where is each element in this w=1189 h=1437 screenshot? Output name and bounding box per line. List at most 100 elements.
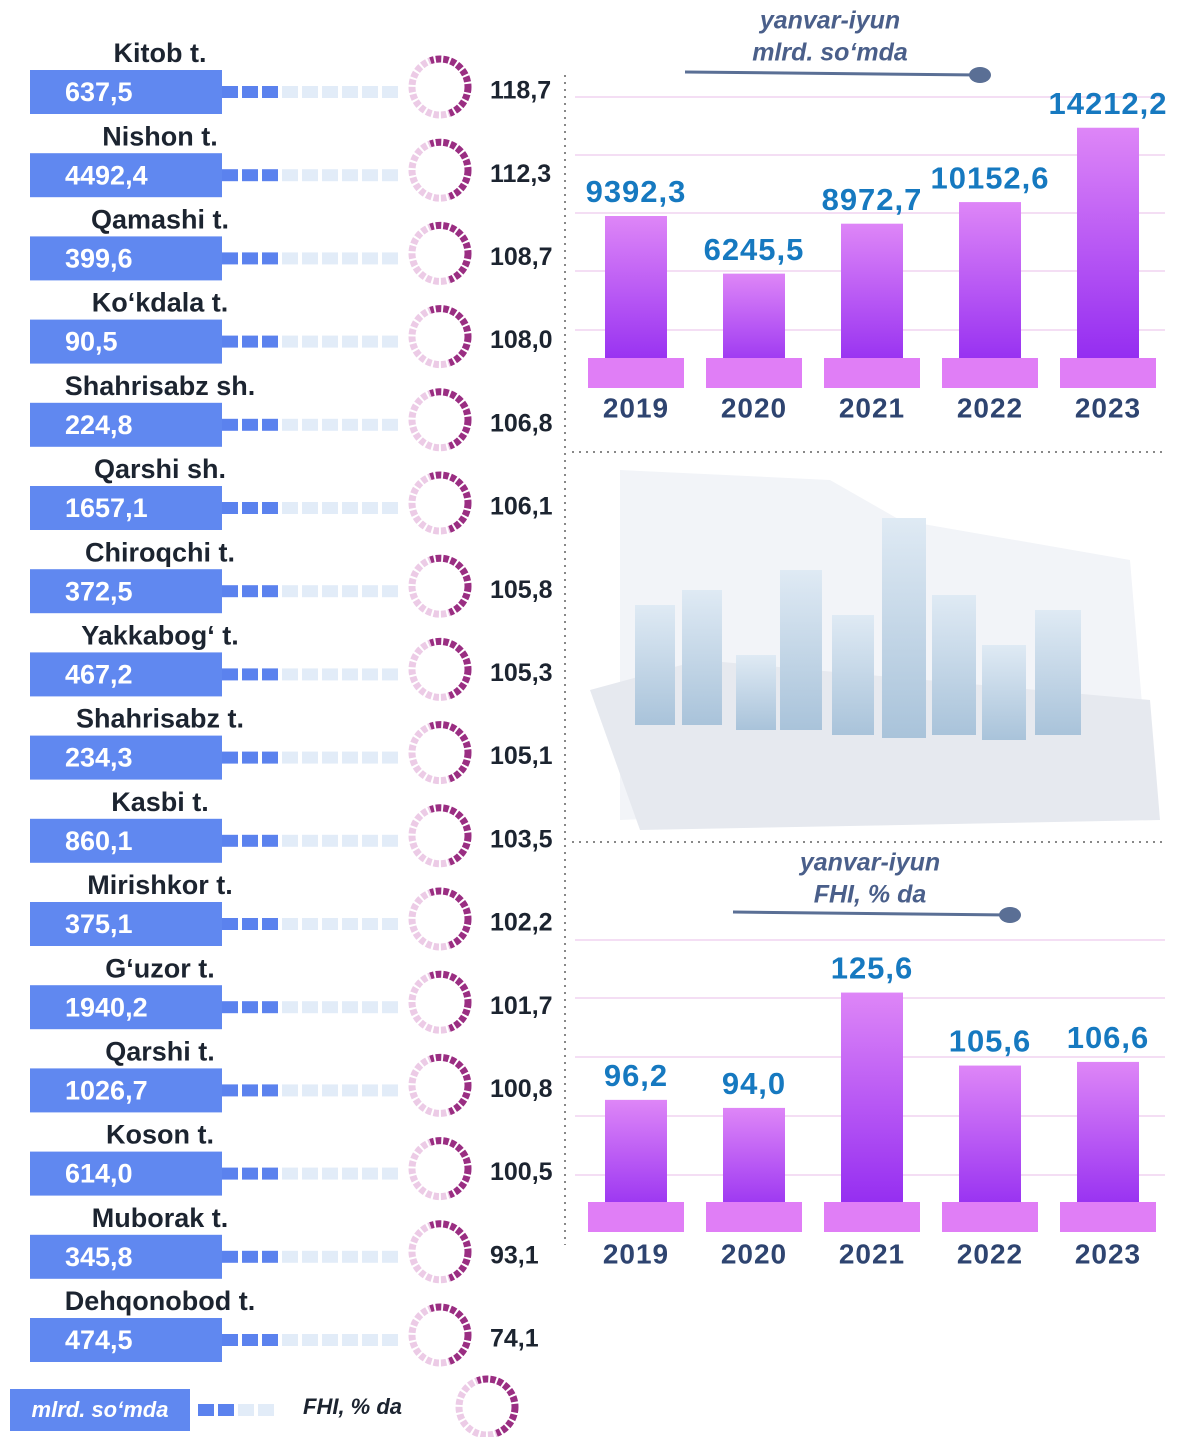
pedestal: [942, 1202, 1038, 1232]
dash: [362, 668, 378, 681]
ring: [455, 1375, 519, 1437]
value-label: 1657,1: [65, 493, 148, 523]
district-name: Mirishkor t.: [87, 870, 233, 900]
dash: [382, 1334, 398, 1346]
ring: [408, 388, 472, 452]
dash: [302, 86, 318, 98]
dash: [382, 502, 398, 514]
dash: [262, 1084, 278, 1097]
value-box: [30, 902, 222, 946]
fhi-label: 106,1: [490, 493, 553, 521]
dash: [258, 1404, 274, 1416]
fhi-label: 101,7: [490, 992, 553, 1020]
ring-arc: [426, 221, 472, 285]
district-name: Ko‘kdala t.: [92, 288, 229, 318]
dash: [302, 252, 318, 265]
ring-arc: [426, 55, 472, 119]
dash: [322, 1167, 338, 1180]
legend-label: mlrd. so‘mda: [32, 1397, 169, 1422]
dash: [382, 335, 398, 348]
fhi-label: 102,2: [490, 909, 553, 937]
dash: [282, 418, 298, 431]
dash: [282, 834, 298, 847]
chart-subtitle: mlrd. so‘mda: [752, 39, 908, 67]
dash: [362, 169, 378, 182]
dash: [362, 1334, 378, 1346]
dash: [362, 834, 378, 847]
x-tick-label: 2020: [721, 392, 787, 423]
value-label: 345,8: [65, 1242, 133, 1272]
pedestal: [942, 358, 1038, 388]
x-tick-label: 2022: [957, 1238, 1023, 1269]
dash: [342, 751, 358, 764]
pedestal: [588, 1202, 684, 1232]
value-box: [30, 735, 222, 780]
district-name: Shahrisabz t.: [76, 704, 244, 734]
bar: [841, 992, 903, 1232]
dash: [282, 335, 298, 348]
dash: [262, 1167, 278, 1180]
dash: [242, 751, 258, 764]
ring: [408, 970, 472, 1034]
value-box: [30, 1151, 222, 1196]
dash: [322, 335, 338, 348]
value-label: 399,6: [65, 244, 133, 274]
value-box: [30, 652, 222, 697]
ring-arc: [426, 138, 472, 202]
dash: [382, 1084, 398, 1097]
dash: [342, 169, 358, 182]
title-dot: [999, 907, 1021, 923]
dash: [362, 751, 378, 764]
dash: [242, 668, 258, 681]
dash: [322, 502, 338, 514]
dash: [342, 918, 358, 930]
pedestal: [824, 358, 920, 388]
dash: [242, 1167, 258, 1180]
value-label: 10152,6: [930, 160, 1049, 195]
dash: [242, 834, 258, 847]
dash: [282, 1001, 298, 1014]
dash: [342, 502, 358, 514]
dash: [222, 668, 238, 681]
dash: [282, 169, 298, 182]
dash: [382, 1167, 398, 1180]
dash: [382, 252, 398, 265]
chart-subtitle: FHI, % da: [814, 881, 927, 909]
dash: [362, 502, 378, 514]
dash: [302, 502, 318, 514]
x-tick-label: 2021: [839, 392, 905, 423]
dash: [242, 335, 258, 348]
dash: [302, 751, 318, 764]
value-label: 860,1: [65, 826, 133, 856]
dash: [342, 1167, 358, 1180]
dash: [302, 418, 318, 431]
dash: [322, 834, 338, 847]
x-tick-label: 2022: [957, 392, 1023, 423]
title-line: [732, 910, 1011, 917]
ring: [408, 721, 472, 785]
dash: [342, 418, 358, 431]
dash: [322, 1334, 338, 1346]
legend-label: FHI, % da: [303, 1394, 402, 1419]
dash: [262, 668, 278, 681]
dash: [238, 1404, 254, 1416]
dash: [282, 668, 298, 681]
ring-arc: [473, 1375, 519, 1437]
ring-arc: [426, 388, 472, 452]
pedestal: [706, 1202, 802, 1232]
dash: [362, 418, 378, 431]
fhi-label: 103,5: [490, 825, 553, 853]
value-box: [30, 569, 222, 614]
dash: [322, 1084, 338, 1097]
x-tick-label: 2021: [839, 1238, 905, 1269]
value-box: [30, 402, 222, 447]
dash: [282, 585, 298, 598]
dash: [222, 252, 238, 265]
dash: [262, 1250, 278, 1263]
pedestal: [824, 1202, 920, 1232]
dash: [362, 585, 378, 598]
ring-arc: [426, 637, 472, 701]
fhi-label: 105,3: [490, 659, 553, 687]
dash: [342, 1001, 358, 1014]
